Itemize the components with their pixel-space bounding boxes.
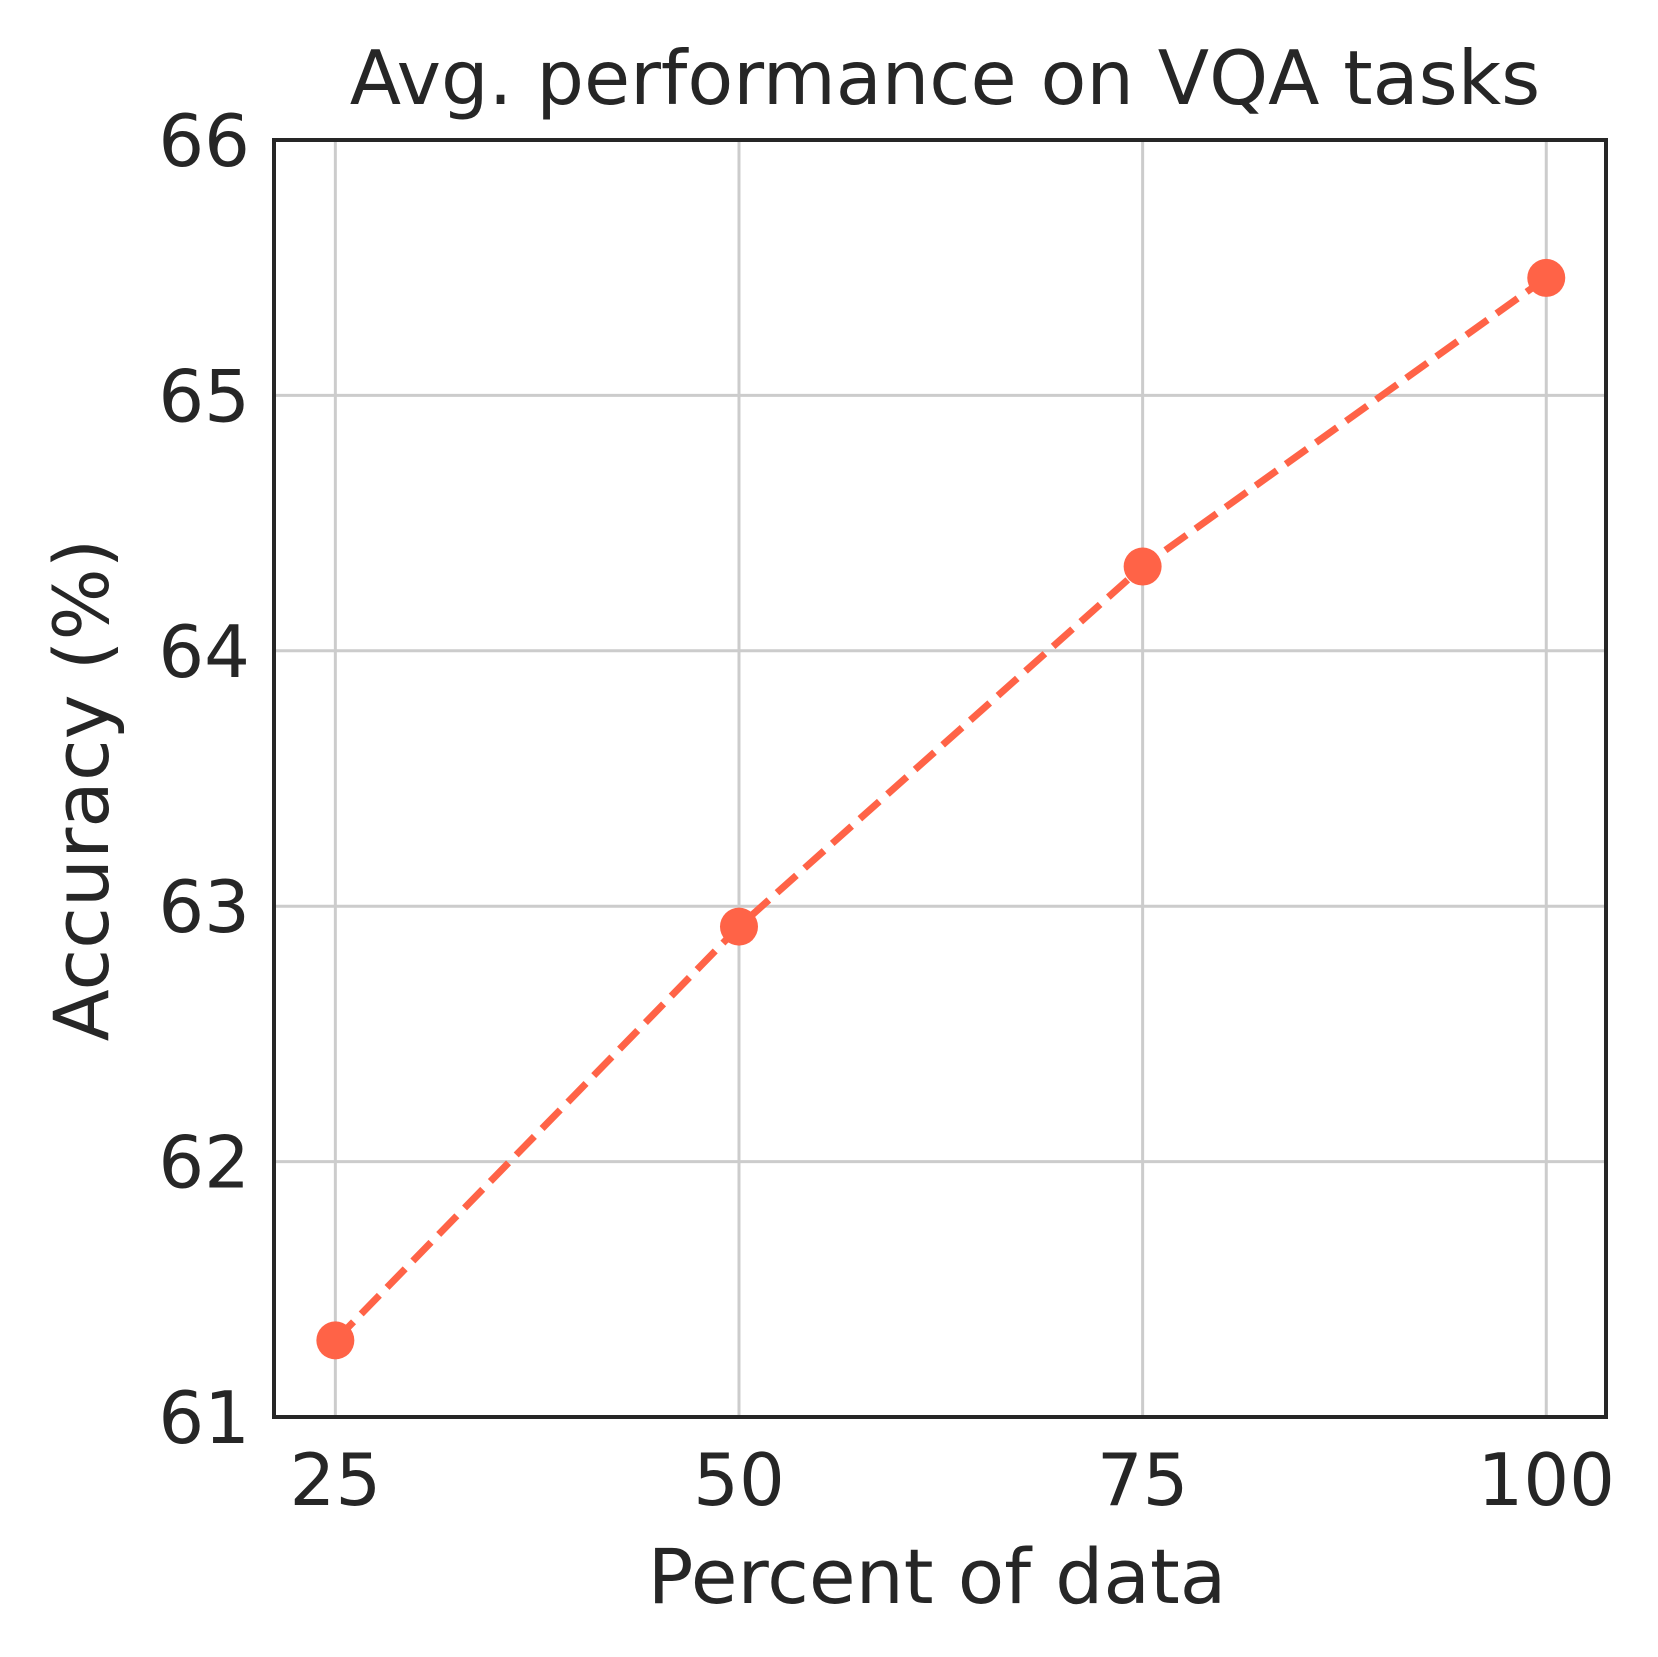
y-tick-label: 65 bbox=[158, 354, 250, 438]
series-layer bbox=[316, 258, 1566, 1360]
data-point bbox=[719, 907, 758, 946]
y-tick-label: 63 bbox=[158, 865, 250, 949]
series-line bbox=[332, 275, 1549, 1343]
data-point bbox=[1527, 258, 1566, 297]
y-tick-label: 62 bbox=[158, 1121, 250, 1205]
y-tick-label: 61 bbox=[158, 1376, 250, 1460]
x-tick-label: 25 bbox=[290, 1438, 382, 1522]
x-tick-label: 50 bbox=[693, 1438, 785, 1522]
data-point bbox=[316, 1321, 355, 1360]
plot-frame bbox=[272, 138, 1608, 1419]
y-axis-label: Accuracy (%) bbox=[37, 539, 126, 1042]
tick-labels: 25 50 75 100 61 62 63 64 65 66 bbox=[158, 99, 1615, 1522]
data-point bbox=[1123, 547, 1162, 586]
chart-title: Avg. performance on VQA tasks bbox=[350, 34, 1540, 122]
y-tick-label: 66 bbox=[158, 99, 250, 183]
grid-lines bbox=[274, 138, 1606, 1419]
x-tick-label: 100 bbox=[1478, 1438, 1615, 1522]
y-tick-label: 64 bbox=[158, 610, 250, 694]
x-tick-label: 75 bbox=[1097, 1438, 1189, 1522]
x-axis-label: Percent of data bbox=[648, 1532, 1227, 1621]
